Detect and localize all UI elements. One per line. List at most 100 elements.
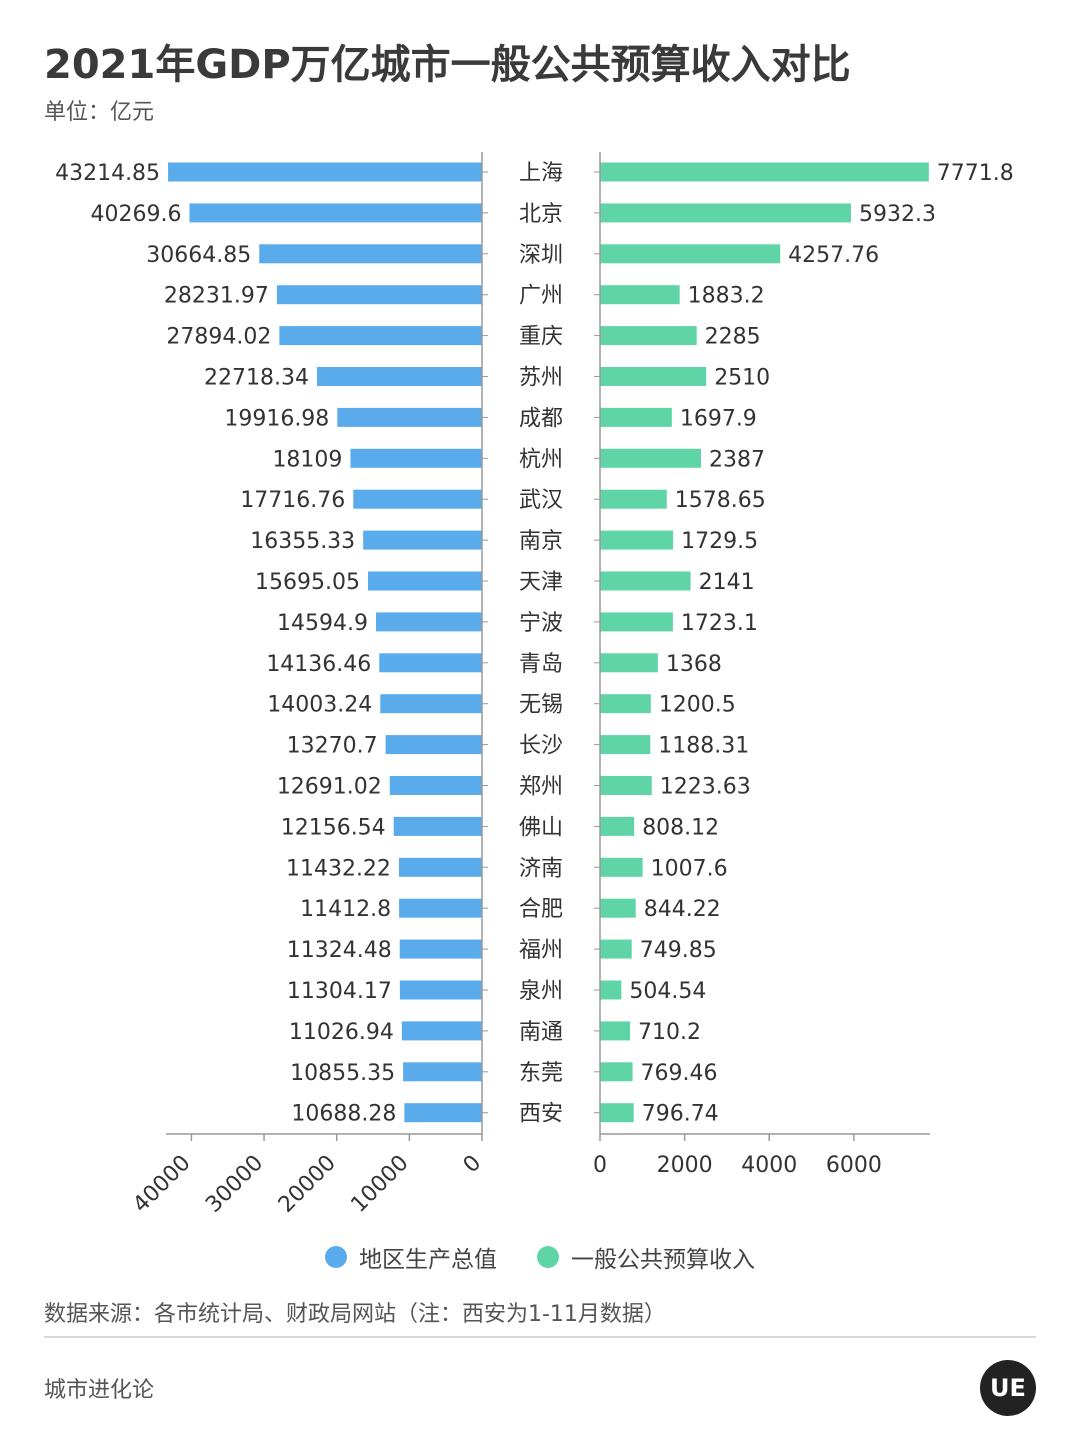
city-label: 武汉 xyxy=(519,488,563,513)
city-label: 深圳 xyxy=(519,243,563,268)
legend-dot-budget xyxy=(537,1246,559,1268)
budget-value-label: 7771.8 xyxy=(937,161,1014,186)
gdp-value-label: 12156.54 xyxy=(281,815,386,840)
legend-item-budget[interactable]: 一般公共预算收入 xyxy=(537,1240,755,1274)
gdp-bar xyxy=(401,1021,482,1041)
city-label: 苏州 xyxy=(519,366,563,391)
right-x-tick-label: 2000 xyxy=(657,1153,713,1178)
city-label: 广州 xyxy=(519,284,563,309)
budget-value-label: 2387 xyxy=(709,447,765,472)
gdp-value-label: 40269.6 xyxy=(90,202,181,227)
city-label: 杭州 xyxy=(519,447,563,472)
budget-value-label: 1223.63 xyxy=(660,775,751,800)
gdp-value-label: 18109 xyxy=(272,447,342,472)
gdp-value-label: 28231.97 xyxy=(164,284,269,309)
gdp-bar xyxy=(375,612,482,632)
gdp-bar xyxy=(399,898,482,918)
budget-bar xyxy=(600,407,672,427)
gdp-bar xyxy=(379,653,482,673)
city-label: 北京 xyxy=(519,202,563,227)
budget-value-label: 808.12 xyxy=(642,815,719,840)
brand-logo: UE xyxy=(980,1360,1036,1416)
city-label: 南京 xyxy=(519,529,563,554)
budget-value-label: 1578.65 xyxy=(675,488,766,513)
gdp-value-label: 11026.94 xyxy=(289,1020,394,1045)
gdp-value-label: 12691.02 xyxy=(277,775,382,800)
budget-bar xyxy=(600,694,651,714)
budget-value-label: 1883.2 xyxy=(688,284,765,309)
budget-bar xyxy=(600,571,691,591)
gdp-value-label: 19916.98 xyxy=(224,406,329,431)
budget-bars xyxy=(600,162,929,1123)
gdp-bar xyxy=(259,244,482,264)
unit-label: 单位：亿元 xyxy=(44,100,155,125)
gdp-bar xyxy=(385,735,482,755)
gdp-bar xyxy=(363,530,482,550)
budget-bar xyxy=(600,612,673,632)
legend-dot-gdp xyxy=(325,1246,347,1268)
gdp-value-label: 10855.35 xyxy=(290,1061,395,1086)
gdp-value-label: 14136.46 xyxy=(266,652,371,677)
budget-value-label: 796.74 xyxy=(642,1102,719,1127)
city-label: 重庆 xyxy=(519,325,563,350)
city-label: 长沙 xyxy=(519,734,563,759)
budget-bar xyxy=(600,489,667,509)
gdp-bar xyxy=(279,326,482,346)
gdp-value-label: 22718.34 xyxy=(204,366,309,391)
budget-bar xyxy=(600,326,697,346)
budget-value-label: 710.2 xyxy=(638,1020,701,1045)
budget-bar xyxy=(600,816,635,836)
city-label: 西安 xyxy=(519,1102,563,1127)
budget-value-label: 844.22 xyxy=(644,897,721,922)
budget-bar xyxy=(600,898,636,918)
gdp-bar xyxy=(399,939,482,959)
budget-value-label: 1729.5 xyxy=(681,529,758,554)
gdp-bars xyxy=(168,162,483,1123)
city-label: 青岛 xyxy=(519,652,563,677)
gdp-bar xyxy=(404,1103,482,1123)
gdp-value-labels: 43214.85 40269.6 30664.85 28231.97 27894.02 2… xyxy=(55,161,396,1127)
gdp-value-label: 11412.8 xyxy=(300,897,391,922)
gdp-value-label: 30664.85 xyxy=(146,243,251,268)
budget-bar xyxy=(600,857,643,877)
budget-bar xyxy=(600,980,622,1000)
budget-value-label: 2141 xyxy=(699,570,755,595)
gdp-bar xyxy=(380,694,482,714)
right-x-tick-label: 6000 xyxy=(826,1153,882,1178)
brand-name: 城市进化论 xyxy=(44,1378,155,1403)
legend: 地区生产总值 一般公共预算收入 xyxy=(0,1240,1080,1274)
gdp-value-label: 16355.33 xyxy=(250,529,355,554)
budget-value-label: 1368 xyxy=(666,652,722,677)
gdp-bar xyxy=(367,571,482,591)
budget-bar xyxy=(600,203,851,223)
legend-label-gdp: 地区生产总值 xyxy=(359,1247,497,1273)
left-x-tick-label: 10000 xyxy=(346,1151,413,1218)
city-label: 泉州 xyxy=(519,979,563,1004)
budget-bar xyxy=(600,1103,634,1123)
budget-bar xyxy=(600,162,929,182)
gdp-value-label: 14594.9 xyxy=(277,611,368,636)
budget-value-label: 749.85 xyxy=(640,938,717,963)
budget-bar xyxy=(600,448,701,468)
legend-item-gdp[interactable]: 地区生产总值 xyxy=(325,1240,497,1274)
left-x-tick-label: 40000 xyxy=(128,1151,195,1218)
legend-label-budget: 一般公共预算收入 xyxy=(571,1247,755,1273)
gdp-bar xyxy=(337,407,482,427)
budget-value-label: 5932.3 xyxy=(859,202,936,227)
gdp-value-label: 10688.28 xyxy=(291,1102,396,1127)
right-x-tick-label: 4000 xyxy=(741,1153,797,1178)
budget-value-label: 1723.1 xyxy=(681,611,758,636)
data-source: 数据来源：各市统计局、财政局网站（注：西安为1-11月数据） xyxy=(44,1302,666,1327)
gdp-bar xyxy=(403,1062,482,1082)
gdp-value-label: 15695.05 xyxy=(255,570,360,595)
gdp-bar xyxy=(276,285,482,305)
city-label: 南通 xyxy=(519,1020,563,1045)
budget-value-label: 504.54 xyxy=(629,979,706,1004)
gdp-bar xyxy=(398,857,482,877)
butterfly-bar-chart: 43214.85 40269.6 30664.85 28231.97 27894.02 2… xyxy=(55,152,1014,1218)
budget-bar xyxy=(600,735,651,755)
budget-value-label: 1200.5 xyxy=(659,693,736,718)
budget-value-label: 1697.9 xyxy=(680,406,757,431)
gdp-value-label: 17716.76 xyxy=(240,488,345,513)
